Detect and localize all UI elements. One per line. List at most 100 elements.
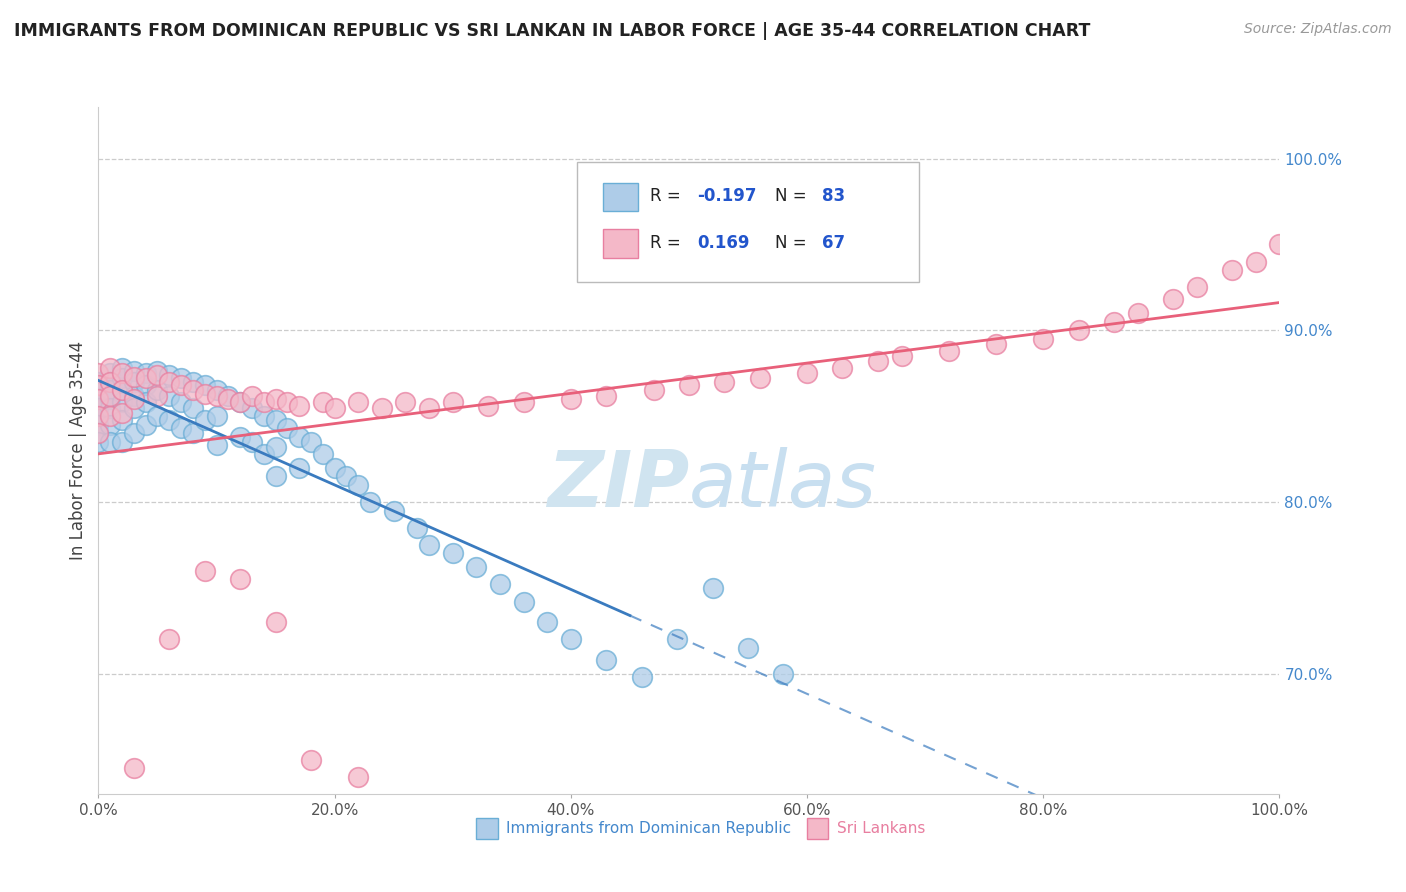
Point	[157, 375, 180, 389]
Point	[1161, 293, 1184, 307]
Text: R =: R =	[650, 234, 692, 252]
Point	[135, 417, 157, 432]
Point	[87, 392, 110, 406]
Point	[1067, 323, 1090, 337]
Point	[217, 388, 239, 402]
Bar	[477, 818, 498, 838]
Point	[98, 434, 121, 449]
Point	[87, 409, 110, 423]
Point	[98, 375, 121, 389]
Point	[98, 384, 121, 398]
Point	[595, 388, 617, 402]
Point	[111, 434, 134, 449]
Text: 0.169: 0.169	[697, 234, 749, 252]
Point	[122, 401, 145, 415]
Point	[323, 401, 346, 415]
Point	[678, 378, 700, 392]
Point	[181, 375, 204, 389]
Point	[890, 349, 912, 363]
Point	[87, 434, 110, 449]
Point	[111, 384, 134, 398]
Point	[229, 572, 252, 586]
Point	[264, 392, 287, 406]
Point	[335, 469, 357, 483]
Point	[135, 366, 157, 380]
Point	[477, 399, 499, 413]
Point	[87, 417, 110, 432]
Point	[170, 421, 193, 435]
Point	[87, 384, 110, 398]
Point	[170, 371, 193, 385]
Point	[347, 395, 370, 409]
Point	[406, 521, 429, 535]
Point	[288, 460, 311, 475]
Point	[122, 426, 145, 441]
Point	[276, 395, 298, 409]
Point	[264, 469, 287, 483]
Point	[135, 378, 157, 392]
Point	[194, 564, 217, 578]
Text: R =: R =	[650, 187, 686, 205]
Point	[205, 384, 228, 398]
Point	[796, 366, 818, 380]
Point	[146, 388, 169, 402]
Point	[984, 337, 1007, 351]
Point	[111, 361, 134, 376]
Point	[1102, 315, 1125, 329]
Point	[1126, 306, 1149, 320]
Point	[146, 364, 169, 378]
Point	[98, 375, 121, 389]
Point	[146, 368, 169, 382]
Point	[111, 384, 134, 398]
Point	[111, 395, 134, 409]
Point	[441, 546, 464, 560]
Point	[87, 392, 110, 406]
Point	[146, 384, 169, 398]
Point	[87, 375, 110, 389]
Text: 67: 67	[823, 234, 845, 252]
Point	[831, 361, 853, 376]
Bar	[603, 229, 638, 258]
Point	[866, 354, 889, 368]
Point	[194, 378, 217, 392]
Point	[122, 375, 145, 389]
Point	[253, 447, 276, 461]
Point	[643, 384, 665, 398]
Point	[194, 386, 217, 401]
Point	[702, 581, 724, 595]
Point	[359, 495, 381, 509]
Text: Immigrants from Dominican Republic: Immigrants from Dominican Republic	[506, 821, 792, 836]
Point	[217, 392, 239, 406]
Point	[737, 640, 759, 655]
Point	[748, 371, 770, 385]
Bar	[807, 818, 828, 838]
Point	[87, 426, 110, 441]
Point	[135, 395, 157, 409]
Point	[240, 401, 263, 415]
Text: Sri Lankans: Sri Lankans	[837, 821, 925, 836]
Point	[240, 388, 263, 402]
Point	[157, 368, 180, 382]
Point	[194, 412, 217, 426]
Point	[299, 752, 322, 766]
Point	[229, 430, 252, 444]
Point	[111, 371, 134, 385]
Point	[347, 770, 370, 784]
Point	[87, 401, 110, 415]
Point	[264, 440, 287, 454]
Point	[253, 395, 276, 409]
Point	[98, 409, 121, 423]
Point	[1244, 254, 1267, 268]
Point	[512, 594, 534, 608]
Point	[87, 366, 110, 380]
Point	[157, 412, 180, 426]
Text: -0.197: -0.197	[697, 187, 756, 205]
Point	[371, 401, 394, 415]
Text: IMMIGRANTS FROM DOMINICAN REPUBLIC VS SRI LANKAN IN LABOR FORCE | AGE 35-44 CORR: IMMIGRANTS FROM DOMINICAN REPUBLIC VS SR…	[14, 22, 1091, 40]
Point	[181, 384, 204, 398]
Point	[98, 366, 121, 380]
Text: ZIP: ZIP	[547, 447, 689, 523]
Point	[288, 430, 311, 444]
Point	[98, 392, 121, 406]
Point	[205, 438, 228, 452]
